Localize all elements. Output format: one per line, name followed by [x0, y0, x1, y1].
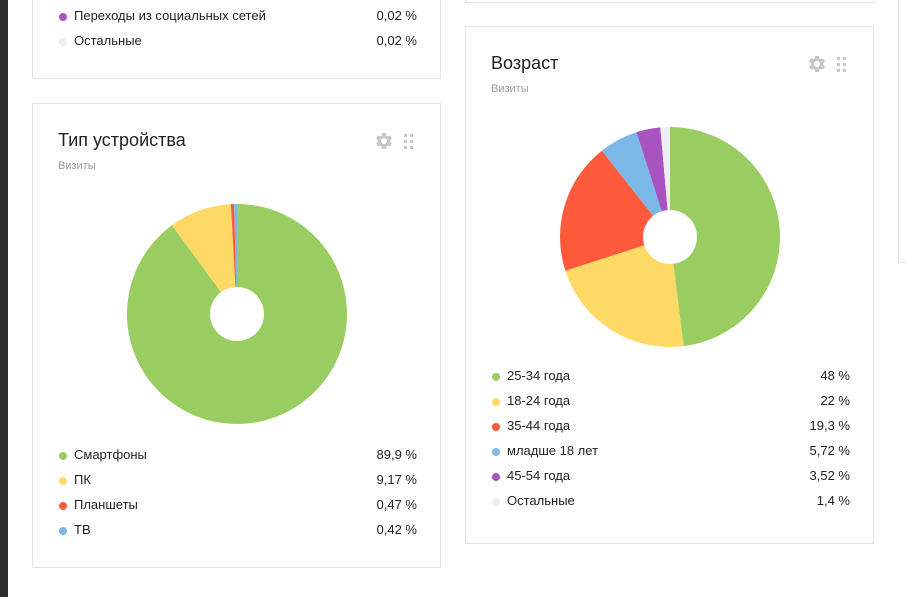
pie-slice[interactable] [636, 127, 670, 237]
drag-handle-icon[interactable] [837, 56, 846, 72]
legend-label: Планшеты [74, 497, 138, 512]
age-pie-chart [560, 127, 780, 347]
traffic-sources-legend: Переходы из социальных сетей 0,02 % Осталь… [59, 6, 417, 56]
legend-label: 45-54 года [507, 468, 571, 483]
legend-value: 9,17 % [376, 472, 417, 487]
legend-item[interactable]: 45-54 года 3,52 % [492, 466, 850, 491]
device-type-card: Тип устройства Визиты Смартфоны 89,9 % ПК 9… [32, 103, 441, 568]
gear-icon[interactable] [374, 131, 394, 151]
legend-item[interactable]: Остальные 0,02 % [59, 31, 417, 56]
card-title: Тип устройства [58, 130, 186, 150]
card-subtitle: Визиты [491, 83, 529, 95]
legend-label: 18-24 года [507, 393, 571, 408]
panel-divider [898, 0, 899, 263]
legend-item[interactable]: Переходы из социальных сетей 0,02 % [59, 6, 417, 31]
pie-slice[interactable] [560, 150, 670, 271]
legend-dot-icon [492, 473, 500, 481]
legend-label: ТВ [74, 522, 91, 537]
legend-label: 35-44 года [507, 418, 571, 433]
legend-value: 0,02 % [376, 8, 417, 23]
pie-slice[interactable] [234, 204, 237, 314]
traffic-sources-card: Переходы из социальных сетей 0,02 % Осталь… [32, 0, 441, 79]
age-card: Возраст Визиты 25-34 года 48 % 18-24 года 2… [465, 26, 874, 544]
legend-dot-icon [59, 502, 67, 510]
card-title: Возраст [491, 53, 559, 73]
age-legend: 25-34 года 48 % 18-24 года 22 % 35-44 года 19… [492, 366, 850, 516]
legend-item[interactable]: 35-44 года 19,3 % [492, 416, 850, 441]
legend-value: 22 % [820, 393, 850, 408]
pie-slice[interactable] [660, 127, 670, 237]
legend-label: Остальные [507, 493, 575, 508]
legend-dot-icon [59, 13, 67, 21]
legend-label: Остальные [74, 33, 142, 48]
legend-label: Смартфоны [74, 447, 147, 462]
pie-slice[interactable] [670, 127, 780, 347]
pie-slice[interactable] [171, 204, 237, 314]
legend-dot-icon [59, 452, 67, 460]
top-right-card [465, 0, 874, 3]
legend-label: 25-34 года [507, 368, 571, 383]
legend-value: 1,4 % [816, 493, 850, 508]
legend-item[interactable]: ПК 9,17 % [59, 470, 417, 495]
drag-handle-icon[interactable] [404, 133, 413, 149]
legend-dot-icon [59, 527, 67, 535]
legend-value: 5,72 % [809, 443, 850, 458]
legend-dot-icon [59, 38, 67, 46]
legend-value: 0,02 % [376, 33, 417, 48]
panel-divider [898, 262, 907, 263]
legend-item[interactable]: ТВ 0,42 % [59, 520, 417, 545]
legend-label: Переходы из социальных сетей [74, 8, 266, 23]
legend-item[interactable]: Остальные 1,4 % [492, 491, 850, 516]
pie-center-hole [210, 287, 264, 341]
legend-dot-icon [492, 373, 500, 381]
legend-item[interactable]: 18-24 года 22 % [492, 391, 850, 416]
legend-value: 89,9 % [376, 447, 417, 462]
pie-slice[interactable] [601, 132, 670, 237]
legend-dot-icon [492, 423, 500, 431]
pie-slice[interactable] [230, 204, 237, 314]
legend-value: 0,42 % [376, 522, 417, 537]
legend-dot-icon [492, 398, 500, 406]
card-subtitle: Визиты [58, 160, 96, 172]
pie-center-hole [643, 210, 697, 264]
gear-icon[interactable] [807, 54, 827, 74]
window-edge [0, 0, 8, 597]
legend-item[interactable]: 25-34 года 48 % [492, 366, 850, 391]
legend-value: 48 % [820, 368, 850, 383]
legend-value: 19,3 % [809, 418, 850, 433]
legend-item[interactable]: Смартфоны 89,9 % [59, 445, 417, 470]
legend-label: ПК [74, 472, 91, 487]
legend-dot-icon [59, 477, 67, 485]
device-pie-chart [126, 204, 347, 424]
legend-item[interactable]: младше 18 лет 5,72 % [492, 441, 850, 466]
legend-label: младше 18 лет [507, 443, 599, 458]
device-legend: Смартфоны 89,9 % ПК 9,17 % Планшеты 0,47 % ТВ 0… [59, 445, 417, 545]
legend-value: 3,52 % [809, 468, 850, 483]
legend-value: 0,47 % [376, 497, 417, 512]
legend-dot-icon [492, 498, 500, 506]
pie-slice[interactable] [565, 237, 684, 347]
legend-item[interactable]: Планшеты 0,47 % [59, 495, 417, 520]
legend-dot-icon [492, 448, 500, 456]
